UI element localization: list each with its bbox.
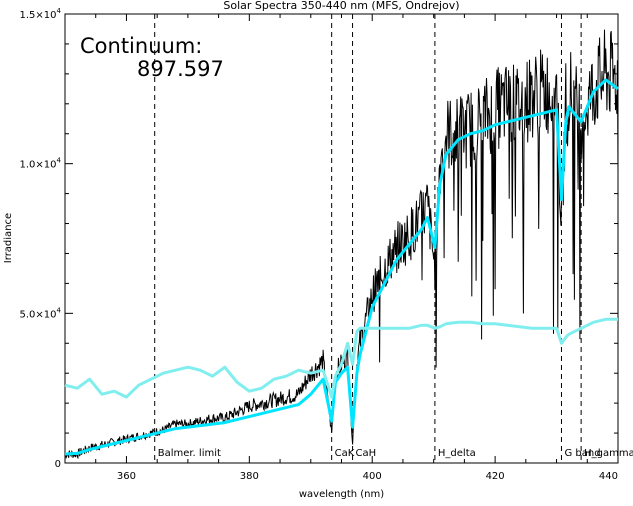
marker-label: Balmer. limit	[158, 448, 221, 459]
x-tick-label: 440	[599, 471, 618, 482]
marker-label: H_gamma	[584, 448, 633, 459]
y-tick-mantissa: 1.0×10	[20, 160, 57, 171]
y-tick-mantissa: 5.0×10	[20, 309, 57, 320]
x-tick-label: 420	[486, 471, 505, 482]
marker-label: G band	[564, 448, 600, 459]
y-tick-label: 5.0×104	[20, 306, 62, 320]
y-axis-label: Irradiance	[3, 213, 14, 263]
x-tick-label: 360	[117, 471, 136, 482]
chart-title: Solar Spectra 350-440 nm (MFS, Ondrejov)	[223, 0, 459, 12]
continuum-label: Continuum:	[80, 34, 202, 58]
y-tick-mantissa: 1.5×10	[20, 10, 57, 21]
x-tick-label: 400	[363, 471, 382, 482]
marker-label: H_delta	[438, 448, 476, 459]
y-tick-label: 1.5×104	[20, 7, 62, 21]
y-tick-exponent: 4	[57, 157, 62, 165]
series-line-continuum	[64, 317, 618, 399]
marker-label: CaK	[335, 448, 355, 459]
y-tick-exponent: 4	[57, 306, 62, 314]
y-tick-exponent: 4	[57, 7, 62, 15]
y-tick-label: 0	[55, 459, 61, 470]
x-axis-ticks: 360 380 400 420 440	[64, 14, 619, 482]
series-line-observed	[64, 29, 619, 460]
continuum-value: 897.597	[137, 57, 224, 81]
series-line-smoothed	[64, 78, 619, 456]
marker-label: CaH	[356, 448, 377, 459]
x-axis-label: wavelength (nm)	[299, 489, 384, 500]
y-tick-mantissa: 0	[55, 459, 61, 470]
x-tick-label: 380	[240, 471, 259, 482]
y-tick-label: 1.0×104	[20, 157, 62, 171]
spectrum-series	[64, 29, 619, 460]
